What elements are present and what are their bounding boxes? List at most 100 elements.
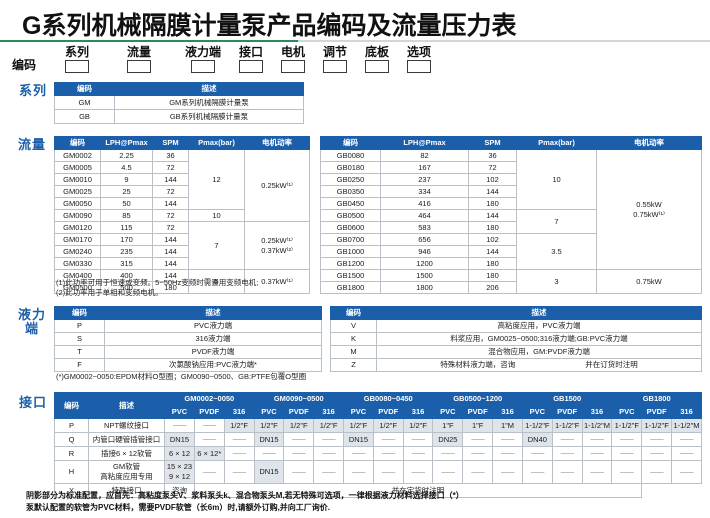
- table-cell: ——: [492, 446, 523, 461]
- code-box-motor[interactable]: 电机: [276, 46, 310, 73]
- code-box-interface[interactable]: 接口: [234, 46, 268, 73]
- flow-notes: (1)此功率可用于恒速或变频。5~50Hz变频时需置用变频电机; (2)此功率用…: [56, 278, 258, 298]
- code-input-box[interactable]: [239, 60, 263, 73]
- code-input-box[interactable]: [323, 60, 347, 73]
- table-cell: GM: [54, 95, 115, 110]
- table-cell: P: [53, 418, 90, 433]
- table-cell: ——: [671, 460, 702, 484]
- col-code: 编码: [54, 306, 105, 320]
- table-cell: 315: [100, 257, 153, 270]
- table-cell: ——: [432, 446, 464, 461]
- empty-dash: ——: [292, 468, 306, 476]
- empty-dash: ——: [322, 450, 336, 457]
- table-cell: 1"F: [432, 418, 464, 433]
- code-box-options[interactable]: 选项: [402, 46, 436, 73]
- section-label-hydraulic: 液力 端: [12, 308, 52, 336]
- code-input-box[interactable]: [365, 60, 389, 73]
- flow-note-1: (1)此功率可用于恒速或变频。5~50Hz变频时需置用变频电机;: [56, 278, 259, 287]
- table-row: GB0500 464 144 7: [320, 209, 702, 234]
- empty-dash: ——: [471, 450, 485, 457]
- cell-line: 0.55kW: [636, 199, 662, 209]
- empty-dash: ——: [620, 450, 634, 457]
- col-sub: 316: [402, 405, 434, 419]
- code-box-series[interactable]: 系列: [60, 46, 94, 73]
- code-box-label: 液力端: [184, 45, 221, 59]
- col-sub: PVDF: [283, 405, 315, 419]
- table-cell: H: [53, 460, 90, 484]
- table-cell: 144: [468, 245, 517, 258]
- table-cell: F: [54, 358, 105, 372]
- table-header-row: 编码 描述: [54, 82, 304, 96]
- col-sub: PVDF: [372, 405, 404, 419]
- col-lph: LPH@Pmax: [100, 136, 153, 150]
- code-box-flow[interactable]: 流量: [122, 46, 156, 73]
- table-cell: 6 × 12: [164, 446, 195, 461]
- empty-dash: ——: [441, 468, 455, 476]
- table-cell: K: [330, 332, 377, 346]
- col-code: 编码: [320, 136, 381, 150]
- code-bar: 编码 系列 流量 液力端 接口 电机 调节 底板 选项: [12, 46, 702, 78]
- table-cell: 237: [380, 173, 469, 186]
- section-label-flow: 流量: [17, 137, 46, 152]
- table-cell: ——: [521, 460, 553, 484]
- table-cell: ——: [492, 460, 523, 484]
- col-sub: 316: [313, 405, 344, 419]
- table-cell: 946: [380, 245, 469, 258]
- hydraulic-left-table-wrap: 编码 描述 P PVC液力端 S 316液力端 T PVDF液力端 F 次氯酸钠应用:PVC液…: [54, 306, 322, 372]
- code-box-label: 接口: [238, 45, 263, 59]
- section-label-interface: 接口: [18, 395, 47, 410]
- cell-line: 0.37kW⁽²⁾: [261, 245, 293, 255]
- table-cell: DN15: [253, 432, 285, 447]
- table-cell: ——: [462, 460, 494, 484]
- empty-dash: ——: [322, 436, 336, 443]
- table-cell: GB0600: [320, 221, 381, 234]
- table-row: GB GB系列机械隔膜计量泵: [54, 109, 304, 124]
- table-cell: 102: [468, 233, 517, 246]
- empty-dash: ——: [351, 468, 366, 476]
- table-cell: DN25: [432, 432, 464, 447]
- table-cell: 4.5: [100, 161, 153, 174]
- table-cell: ——: [372, 432, 404, 447]
- col-desc: 描述: [104, 306, 322, 320]
- col-sub: PVDF: [193, 405, 225, 419]
- table-cell: ——: [432, 460, 464, 484]
- code-input-box[interactable]: [127, 60, 151, 73]
- col-sub: PVC: [432, 405, 464, 419]
- code-input-box[interactable]: [281, 60, 305, 73]
- table-row: GB1500 1500 180 3 0.75kW: [320, 269, 702, 294]
- table-cell: ——: [611, 460, 643, 484]
- table-row: GM0050 50 144: [54, 197, 310, 210]
- table-row: Q 内管口硬管插管接口 DN15 —— —— DN15 —— —— DN15 —— —— DN25 ——…: [53, 432, 702, 447]
- empty-dash: ——: [322, 468, 336, 476]
- code-box-adjust[interactable]: 调节: [318, 46, 352, 73]
- table-cell: 0.55kW 0.75kW⁽¹⁾: [596, 149, 702, 270]
- table-cell: V: [330, 319, 377, 333]
- col-desc: 描述: [88, 392, 166, 419]
- empty-dash: ——: [650, 450, 664, 457]
- code-input-box[interactable]: [191, 60, 215, 73]
- table-row: GM0330 315 144: [54, 257, 310, 270]
- table-cell: 72: [468, 161, 517, 174]
- table-cell: 0.25kW⁽¹⁾: [244, 149, 310, 222]
- empty-dash: ——: [351, 450, 366, 457]
- table-cell: 1-1/2"F: [521, 418, 553, 433]
- table-cell: 1/2"F: [313, 418, 344, 433]
- col-spm: SPM: [152, 136, 189, 150]
- table-row: H GM软管 高粘度应用专用 15 × 23 9 × 12 —— —— DN15 —— —— —— —…: [53, 460, 702, 484]
- code-box-hydraulic[interactable]: 液力端: [180, 46, 226, 73]
- table-header-row: 编码 LPH@Pmax SPM Pmax(bar) 电机动率: [54, 136, 310, 150]
- code-input-box[interactable]: [407, 60, 431, 73]
- code-box-baseplate[interactable]: 底板: [360, 46, 394, 73]
- table-cell: GB0080: [320, 149, 381, 162]
- code-input-box[interactable]: [65, 60, 89, 73]
- code-box-label: 流量: [126, 45, 151, 59]
- hydraulic-left-table: 编码 描述 P PVC液力端 S 316液力端 T PVDF液力端 F 次氯酸钠应用:PVC液…: [54, 306, 322, 372]
- table-cell: 1-1/2"F: [551, 418, 583, 433]
- table-cell: ——: [671, 446, 702, 461]
- empty-dash: ——: [441, 450, 455, 457]
- table-cell: 5: [188, 269, 245, 294]
- table-row: X 特殊接口 咨询 并在定货时注明: [53, 483, 702, 498]
- col-sub: PVC: [164, 405, 195, 419]
- table-cell: 1"M: [492, 418, 523, 433]
